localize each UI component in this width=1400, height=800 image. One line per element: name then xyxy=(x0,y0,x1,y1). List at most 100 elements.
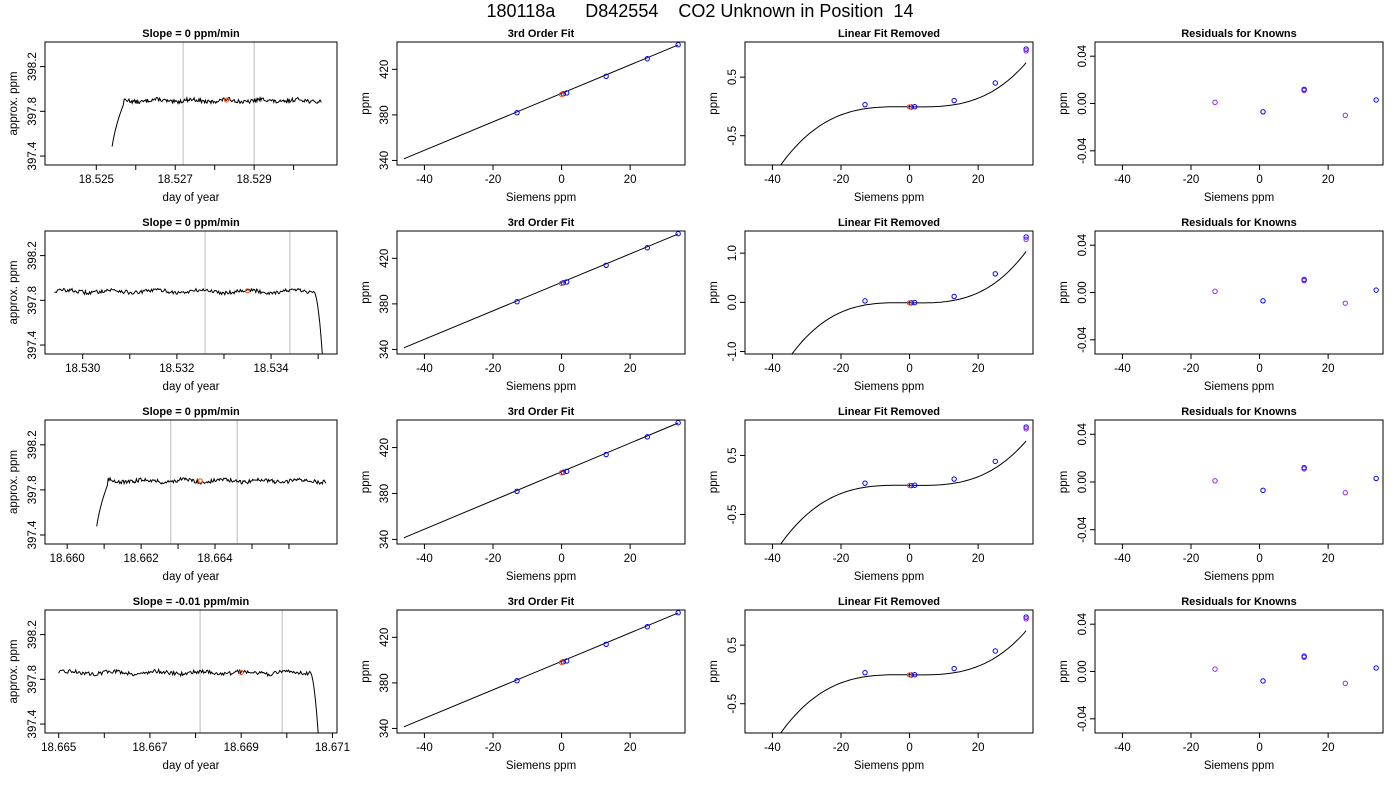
y-tick-label: -0.04 xyxy=(1077,326,1089,353)
x-axis-label: Siemens ppm xyxy=(506,760,576,772)
known-point xyxy=(603,641,609,647)
x-axis-label: Siemens ppm xyxy=(854,760,924,772)
known-point xyxy=(1023,426,1029,432)
y-tick-label: 0.00 xyxy=(1077,92,1089,114)
unknown-point xyxy=(906,482,913,489)
x-tick-label: 0 xyxy=(558,553,564,565)
plot-frame xyxy=(44,419,338,545)
panel-title: Linear Fit Removed xyxy=(838,217,940,229)
known-point xyxy=(603,451,609,458)
x-tick-label: -40 xyxy=(764,174,781,186)
panel-title: Slope = 0 ppm/min xyxy=(142,28,240,40)
known-point xyxy=(1023,616,1029,622)
y-tick-label: -0.04 xyxy=(1077,137,1089,164)
known-point xyxy=(514,488,520,494)
y-tick-label: 398.2 xyxy=(27,620,39,649)
cubic-curve xyxy=(780,62,1027,165)
x-axis-label: Siemens ppm xyxy=(1204,760,1274,772)
known-point xyxy=(862,101,868,108)
panel-title: 3rd Order Fit xyxy=(508,406,575,418)
y-tick-label: 380 xyxy=(379,105,391,124)
plot-area xyxy=(1212,653,1379,687)
plot-frame xyxy=(1094,41,1384,166)
x-tick-label: 20 xyxy=(1322,174,1335,186)
y-tick-label: 0.5 xyxy=(727,447,739,463)
y-tick-label: -0.04 xyxy=(1077,705,1089,732)
y-axis-label: ppm xyxy=(360,471,372,493)
unknown-point xyxy=(558,470,565,476)
known-point xyxy=(1023,424,1029,430)
x-tick-label: -20 xyxy=(833,742,850,754)
x-tick-label: 18.667 xyxy=(132,742,167,754)
y-tick-label: 0.5 xyxy=(727,637,739,653)
plot-area xyxy=(403,231,681,349)
x-tick-label: -20 xyxy=(1183,363,1200,375)
unknown-point xyxy=(558,91,565,98)
y-tick-label: 340 xyxy=(379,340,391,359)
panel-title: 3rd Order Fit xyxy=(508,28,575,40)
y-tick-label: 398.2 xyxy=(27,430,39,459)
y-tick-label: -0.04 xyxy=(1077,516,1089,543)
x-axis-label: day of year xyxy=(163,571,220,583)
y-axis-label: approx. ppm xyxy=(8,261,20,325)
y-axis-label: ppm xyxy=(360,660,372,682)
residual-point xyxy=(1301,86,1307,93)
x-tick-label: -20 xyxy=(1183,742,1200,754)
x-tick-label: 18.527 xyxy=(158,174,193,186)
y-tick-label: 398.2 xyxy=(27,52,39,81)
unknown-marker xyxy=(238,670,244,676)
unknown-point xyxy=(906,300,913,306)
known-point xyxy=(514,678,520,684)
unknown-point xyxy=(906,672,913,678)
y-tick-label: 397.8 xyxy=(27,476,39,505)
residual-point xyxy=(1373,475,1379,482)
plot-frame xyxy=(396,419,686,545)
x-axis-label: Siemens ppm xyxy=(506,381,576,393)
y-axis-label: ppm xyxy=(1058,471,1070,493)
x-tick-label: -40 xyxy=(416,174,433,186)
x-tick-label: -40 xyxy=(1114,363,1131,375)
y-tick-label: 397.8 xyxy=(27,286,39,315)
panel-row3-3rd-order-fit: 3rd Order Fit -40 -20 0 20 340 380 420 Siemens p… xyxy=(360,406,686,583)
panel-title: 3rd Order Fit xyxy=(508,596,575,608)
y-tick-label: 0.00 xyxy=(1077,471,1089,493)
unknown-marker xyxy=(245,288,251,294)
y-tick-label: 397.4 xyxy=(27,520,39,549)
x-tick-label: -40 xyxy=(764,742,781,754)
panel-row2-3rd-order-fit: 3rd Order Fit -40 -20 0 20 340 380 420 Siemens p… xyxy=(360,217,686,393)
panel-title: Linear Fit Removed xyxy=(838,596,940,608)
panel-row4-residuals: Residuals for Knowns -40 -20 0 20 -0.04 0.00 0.… xyxy=(1058,596,1384,772)
known-point xyxy=(564,468,570,475)
panel-row2-linear-fit-removed: Linear Fit Removed -40 -20 0 20 -1.0 0.0 1.0 Sie… xyxy=(708,217,1034,393)
plot-area xyxy=(1212,464,1379,496)
x-tick-label: -20 xyxy=(1183,174,1200,186)
y-axis-label: ppm xyxy=(708,471,720,493)
y-axis-label: ppm xyxy=(1058,660,1070,682)
x-tick-label: 0 xyxy=(906,553,912,565)
plot-area xyxy=(780,614,1029,733)
known-point xyxy=(644,245,650,251)
figure-title: 180118a D842554 CO2 Unknown in Position … xyxy=(486,1,914,21)
y-axis-label: approx. ppm xyxy=(8,72,20,136)
known-point xyxy=(1023,236,1029,243)
known-point xyxy=(1023,48,1029,54)
y-axis-label: ppm xyxy=(360,92,372,114)
x-tick-label: 0 xyxy=(558,742,564,754)
x-tick-label: -40 xyxy=(416,553,433,565)
plot-frame xyxy=(396,230,686,355)
known-point xyxy=(862,298,868,304)
residual-point xyxy=(1212,478,1218,484)
y-tick-label: 0.00 xyxy=(1077,281,1089,303)
panel-row3-linear-fit-removed: Linear Fit Removed -40 -20 0 20 -0.5 0.5 Siemen… xyxy=(708,406,1034,583)
y-tick-label: 0.04 xyxy=(1077,233,1089,256)
x-tick-label: -20 xyxy=(833,174,850,186)
x-tick-label: -20 xyxy=(833,553,850,565)
unknown-point xyxy=(558,280,565,287)
unknown-point xyxy=(906,104,913,110)
x-tick-label: 0 xyxy=(558,363,564,375)
x-tick-label: 20 xyxy=(624,363,637,375)
x-tick-label: -40 xyxy=(1114,174,1131,186)
x-tick-label: 0 xyxy=(906,363,912,375)
known-point xyxy=(564,279,570,285)
